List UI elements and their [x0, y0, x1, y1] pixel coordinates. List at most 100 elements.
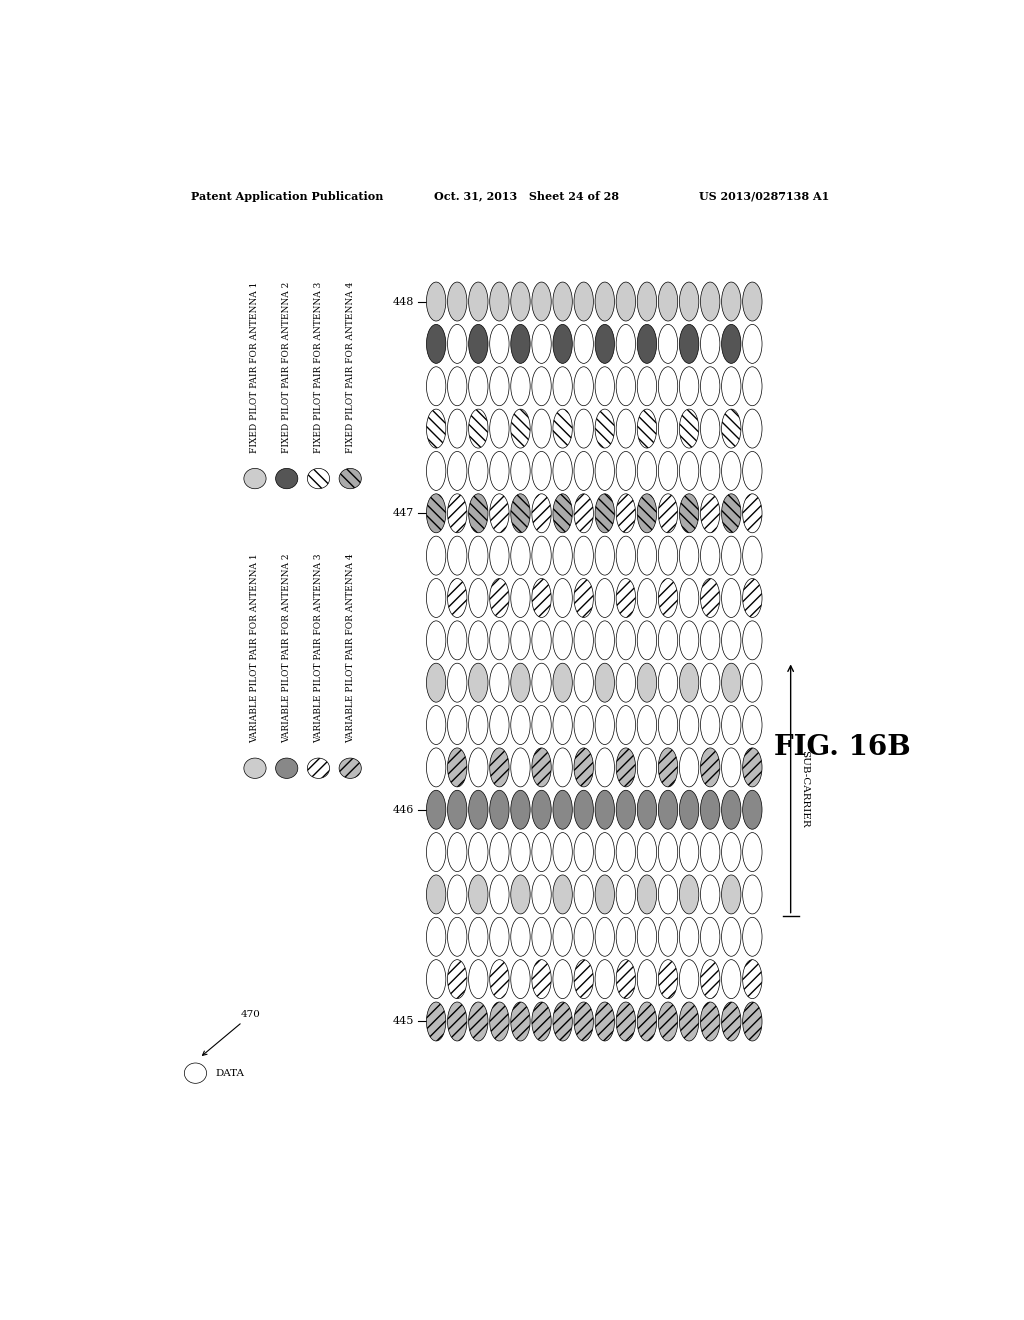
- Ellipse shape: [616, 960, 636, 999]
- Ellipse shape: [679, 578, 698, 618]
- Ellipse shape: [637, 367, 656, 405]
- Ellipse shape: [489, 663, 509, 702]
- Ellipse shape: [595, 706, 614, 744]
- Ellipse shape: [616, 451, 636, 491]
- Text: SUB-CARRIER: SUB-CARRIER: [800, 750, 809, 828]
- Ellipse shape: [679, 325, 698, 363]
- Ellipse shape: [700, 791, 720, 829]
- Ellipse shape: [616, 1002, 636, 1041]
- Ellipse shape: [595, 578, 614, 618]
- Ellipse shape: [447, 833, 467, 871]
- Text: US 2013/0287138 A1: US 2013/0287138 A1: [699, 190, 829, 202]
- Text: 447: 447: [392, 508, 414, 519]
- Ellipse shape: [511, 367, 530, 405]
- Ellipse shape: [658, 409, 678, 447]
- Ellipse shape: [426, 663, 445, 702]
- Ellipse shape: [447, 875, 467, 913]
- Ellipse shape: [553, 620, 572, 660]
- Text: 470: 470: [203, 1010, 261, 1055]
- Ellipse shape: [700, 960, 720, 999]
- Ellipse shape: [742, 791, 762, 829]
- Ellipse shape: [679, 494, 698, 533]
- Text: Oct. 31, 2013   Sheet 24 of 28: Oct. 31, 2013 Sheet 24 of 28: [433, 190, 618, 202]
- Ellipse shape: [658, 663, 678, 702]
- Ellipse shape: [489, 960, 509, 999]
- Ellipse shape: [447, 917, 467, 956]
- Ellipse shape: [679, 663, 698, 702]
- Ellipse shape: [553, 960, 572, 999]
- Ellipse shape: [531, 536, 551, 576]
- Ellipse shape: [447, 620, 467, 660]
- Ellipse shape: [531, 706, 551, 744]
- Text: FIXED PILOT PAIR FOR ANTENNA 4: FIXED PILOT PAIR FOR ANTENNA 4: [346, 281, 354, 453]
- Ellipse shape: [658, 620, 678, 660]
- Ellipse shape: [574, 367, 593, 405]
- Ellipse shape: [447, 748, 467, 787]
- Ellipse shape: [426, 1002, 445, 1041]
- Ellipse shape: [595, 791, 614, 829]
- Text: 446: 446: [392, 805, 414, 814]
- Ellipse shape: [469, 875, 488, 913]
- Ellipse shape: [616, 494, 636, 533]
- Ellipse shape: [616, 282, 636, 321]
- Ellipse shape: [426, 917, 445, 956]
- Ellipse shape: [679, 282, 698, 321]
- Text: FIG. 16B: FIG. 16B: [774, 734, 910, 762]
- Ellipse shape: [511, 748, 530, 787]
- Ellipse shape: [595, 620, 614, 660]
- Ellipse shape: [574, 1002, 593, 1041]
- Ellipse shape: [469, 325, 488, 363]
- Ellipse shape: [722, 409, 741, 447]
- Ellipse shape: [742, 917, 762, 956]
- Ellipse shape: [469, 536, 488, 576]
- Ellipse shape: [553, 833, 572, 871]
- Ellipse shape: [469, 663, 488, 702]
- Ellipse shape: [531, 325, 551, 363]
- Ellipse shape: [742, 833, 762, 871]
- Ellipse shape: [700, 875, 720, 913]
- Ellipse shape: [658, 833, 678, 871]
- Ellipse shape: [469, 282, 488, 321]
- Ellipse shape: [616, 367, 636, 405]
- Ellipse shape: [553, 791, 572, 829]
- Ellipse shape: [722, 1002, 741, 1041]
- Ellipse shape: [595, 494, 614, 533]
- Ellipse shape: [700, 620, 720, 660]
- Ellipse shape: [742, 620, 762, 660]
- Ellipse shape: [700, 451, 720, 491]
- Ellipse shape: [574, 325, 593, 363]
- Ellipse shape: [489, 1002, 509, 1041]
- Ellipse shape: [553, 409, 572, 447]
- Ellipse shape: [722, 494, 741, 533]
- Ellipse shape: [616, 325, 636, 363]
- Ellipse shape: [616, 875, 636, 913]
- Ellipse shape: [658, 536, 678, 576]
- Ellipse shape: [489, 536, 509, 576]
- Ellipse shape: [722, 706, 741, 744]
- Ellipse shape: [637, 833, 656, 871]
- Ellipse shape: [679, 1002, 698, 1041]
- Ellipse shape: [574, 578, 593, 618]
- Ellipse shape: [742, 578, 762, 618]
- Ellipse shape: [700, 409, 720, 447]
- Ellipse shape: [339, 469, 361, 488]
- Ellipse shape: [722, 282, 741, 321]
- Ellipse shape: [469, 578, 488, 618]
- Ellipse shape: [531, 578, 551, 618]
- Ellipse shape: [469, 833, 488, 871]
- Ellipse shape: [511, 536, 530, 576]
- Ellipse shape: [511, 1002, 530, 1041]
- Ellipse shape: [447, 494, 467, 533]
- Ellipse shape: [595, 875, 614, 913]
- Ellipse shape: [700, 367, 720, 405]
- Ellipse shape: [426, 620, 445, 660]
- Ellipse shape: [531, 791, 551, 829]
- Ellipse shape: [616, 917, 636, 956]
- Ellipse shape: [184, 1063, 207, 1084]
- Ellipse shape: [511, 960, 530, 999]
- Ellipse shape: [658, 325, 678, 363]
- Ellipse shape: [616, 663, 636, 702]
- Ellipse shape: [489, 748, 509, 787]
- Ellipse shape: [637, 706, 656, 744]
- Ellipse shape: [531, 663, 551, 702]
